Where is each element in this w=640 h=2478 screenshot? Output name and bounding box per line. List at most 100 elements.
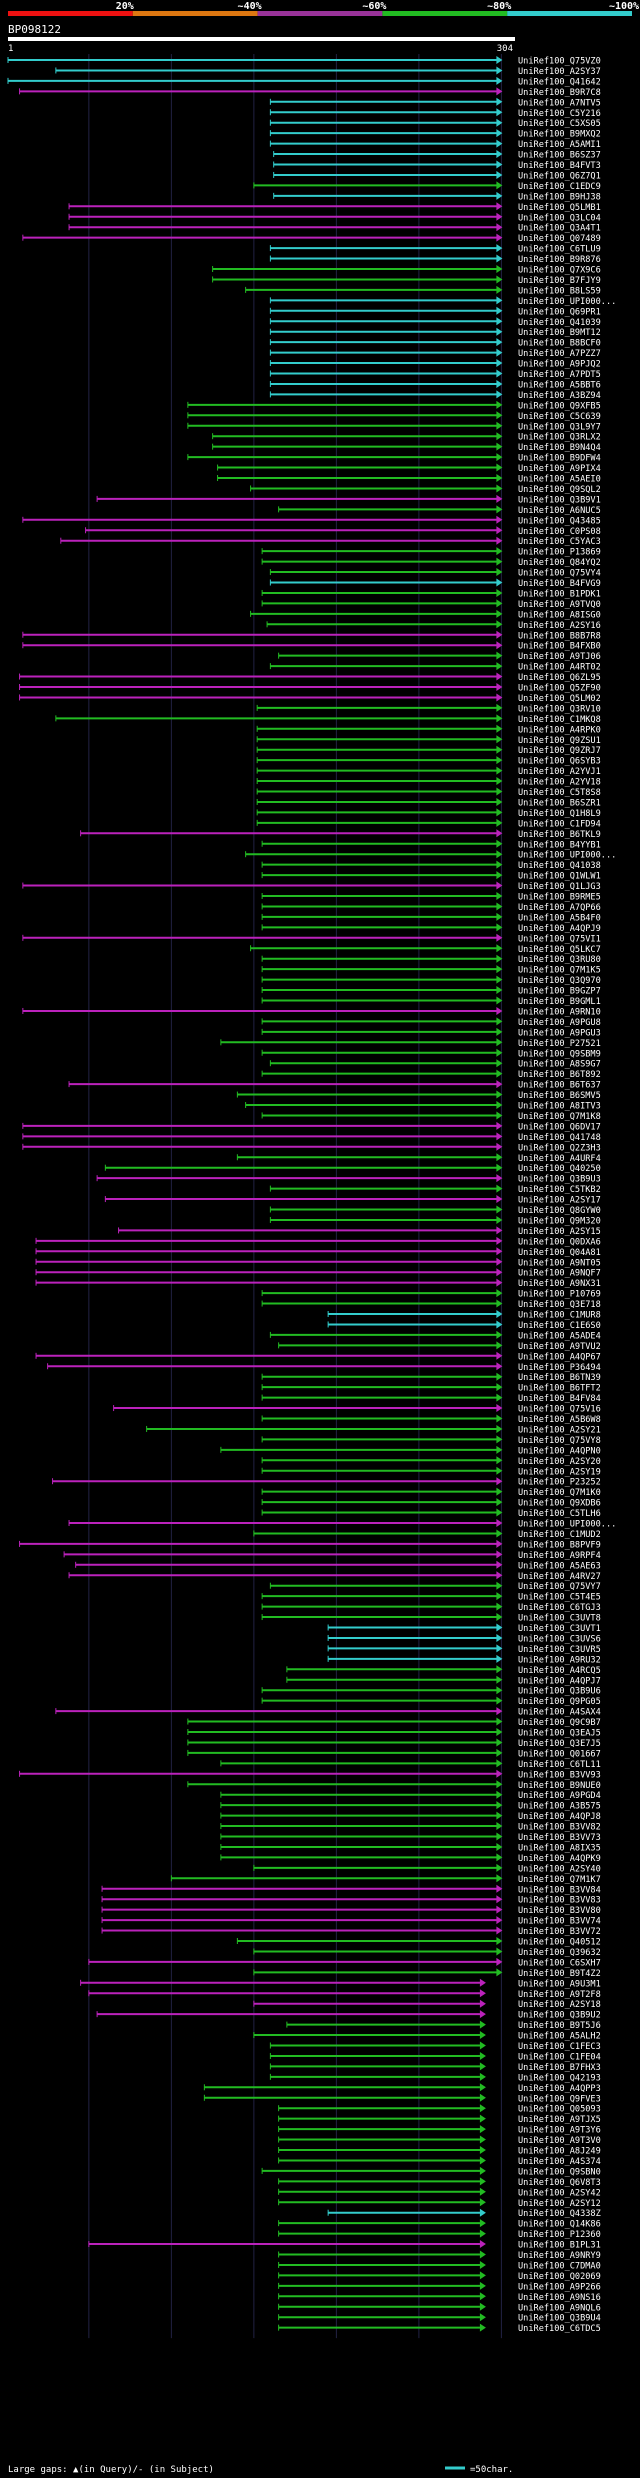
hit-label: UniRef100_Q9ZRJ7: [518, 746, 601, 756]
hit-end-arrow: [479, 2250, 486, 2259]
hit-label: UniRef100_Q0DXA6: [518, 1237, 601, 1247]
hit-end-arrow: [479, 2166, 486, 2175]
hit-end-arrow: [496, 1163, 503, 1172]
hit-end-arrow: [496, 1059, 503, 1068]
hit-label: UniRef100_A8S9G7: [518, 1060, 601, 1070]
hit-label: UniRef100_A9P266: [518, 2282, 601, 2292]
hit-end-arrow: [496, 933, 503, 942]
hit-end-arrow: [479, 1989, 486, 1998]
hit-end-arrow: [496, 139, 503, 148]
hit-end-arrow: [479, 2010, 486, 2019]
hit-label: UniRef100_C5T4E5: [518, 1593, 601, 1603]
hit-end-arrow: [479, 2114, 486, 2123]
hit-end-arrow: [496, 474, 503, 482]
hit-label: UniRef100_UPI000...: [518, 851, 616, 861]
hit-end-arrow: [496, 296, 503, 305]
hit-label: UniRef100_Q9PG05: [518, 1697, 601, 1707]
hit-label: UniRef100_A4RV27: [518, 1572, 601, 1582]
hit-end-arrow: [496, 703, 503, 712]
hit-end-arrow: [496, 1393, 503, 1402]
hit-end-arrow: [496, 860, 503, 869]
legend-label: ~80%: [487, 1, 511, 12]
hit-label: UniRef100_Q39632: [518, 1948, 601, 1958]
hit-label: UniRef100_B3VV82: [518, 1823, 601, 1833]
hit-label: UniRef100_B9R876: [518, 255, 601, 265]
hit-end-arrow: [496, 191, 503, 200]
hit-end-arrow: [496, 494, 503, 503]
hit-end-arrow: [496, 1842, 503, 1851]
hit-label: UniRef100_Q5ZF90: [518, 684, 601, 694]
hit-label: UniRef100_B8PVF9: [518, 1540, 601, 1550]
hit-end-arrow: [496, 1487, 503, 1496]
hit-end-arrow: [496, 1090, 503, 1099]
hit-end-arrow: [496, 1466, 503, 1475]
hit-end-arrow: [496, 66, 503, 75]
hit-end-arrow: [496, 1184, 503, 1193]
hit-label: UniRef100_Q3B9U4: [518, 2314, 601, 2324]
hit-end-arrow: [496, 97, 503, 106]
hit-label: UniRef100_A9PGU3: [518, 1028, 601, 1038]
hit-end-arrow: [496, 432, 503, 441]
hit-end-arrow: [496, 1926, 503, 1935]
hit-end-arrow: [479, 2051, 486, 2060]
hit-end-arrow: [496, 1696, 503, 1705]
hit-end-arrow: [496, 1289, 503, 1298]
hit-label: UniRef100_C3UVS6: [518, 1634, 601, 1644]
hit-end-arrow: [496, 484, 503, 493]
hit-end-arrow: [496, 839, 503, 848]
hit-label: UniRef100_A4RT02: [518, 663, 601, 673]
hit-end-arrow: [496, 766, 503, 775]
hit-label: UniRef100_A9U3M1: [518, 1979, 601, 1989]
hit-label: UniRef100_C7DMA0: [518, 2261, 601, 2271]
hit-label: UniRef100_Q02069: [518, 2272, 601, 2282]
hit-end-arrow: [479, 2041, 486, 2050]
hit-label: UniRef100_A2SY20: [518, 1457, 601, 1467]
hit-end-arrow: [496, 808, 503, 817]
hit-end-arrow: [496, 369, 503, 378]
hit-end-arrow: [496, 944, 503, 953]
hit-label: UniRef100_C3UVT1: [518, 1624, 601, 1634]
hit-label: UniRef100_B6TKL9: [518, 830, 601, 840]
hit-label: UniRef100_B1PDK1: [518, 589, 601, 599]
hit-end-arrow: [496, 578, 503, 587]
hit-end-arrow: [496, 797, 503, 806]
hit-end-arrow: [496, 881, 503, 890]
hit-label: UniRef100_B7FHX3: [518, 2063, 601, 2073]
hit-label: UniRef100_B9T4Z2: [518, 1969, 601, 1979]
hit-label: UniRef100_A5AMI1: [518, 140, 601, 150]
hit-end-arrow: [496, 129, 503, 138]
legend-label: ~60%: [362, 1, 386, 12]
hit-end-arrow: [496, 1215, 503, 1224]
hit-label: UniRef100_A9RPF4: [518, 1551, 601, 1561]
legend-swatch: [382, 11, 508, 16]
hit-label: UniRef100_A2SY18: [518, 2000, 601, 2010]
hit-end-arrow: [496, 463, 503, 472]
hit-end-arrow: [479, 1978, 486, 1987]
hit-end-arrow: [496, 1539, 503, 1548]
hit-end-arrow: [496, 1330, 503, 1339]
hit-end-arrow: [496, 651, 503, 660]
hit-end-arrow: [479, 2260, 486, 2269]
hit-end-arrow: [496, 1362, 503, 1371]
hit-end-arrow: [496, 683, 503, 691]
hit-label: UniRef100_A4QPP3: [518, 2084, 601, 2094]
hit-label: UniRef100_A4SAX4: [518, 1708, 601, 1718]
hit-label: UniRef100_Q9XFB5: [518, 401, 601, 411]
hit-end-arrow: [496, 777, 503, 786]
hit-label: UniRef100_P36494: [518, 1363, 601, 1373]
hit-end-arrow: [496, 1101, 503, 1109]
hit-end-arrow: [496, 547, 503, 556]
hit-label: UniRef100_Q7M1K5: [518, 966, 601, 976]
hit-end-arrow: [496, 400, 503, 409]
hit-end-arrow: [496, 1153, 503, 1162]
hit-end-arrow: [496, 1372, 503, 1381]
hit-label: UniRef100_Q9SBN0: [518, 2167, 601, 2177]
hit-end-arrow: [496, 1602, 503, 1611]
hit-end-arrow: [479, 2219, 486, 2228]
hit-end-arrow: [496, 1863, 503, 1872]
hit-label: UniRef100_Q9SQL2: [518, 485, 601, 495]
hit-label: UniRef100_Q6V8T3: [518, 2178, 601, 2188]
hit-end-arrow: [479, 2020, 486, 2029]
hit-end-arrow: [496, 1310, 503, 1318]
hit-label: UniRef100_Q42193: [518, 2073, 601, 2083]
